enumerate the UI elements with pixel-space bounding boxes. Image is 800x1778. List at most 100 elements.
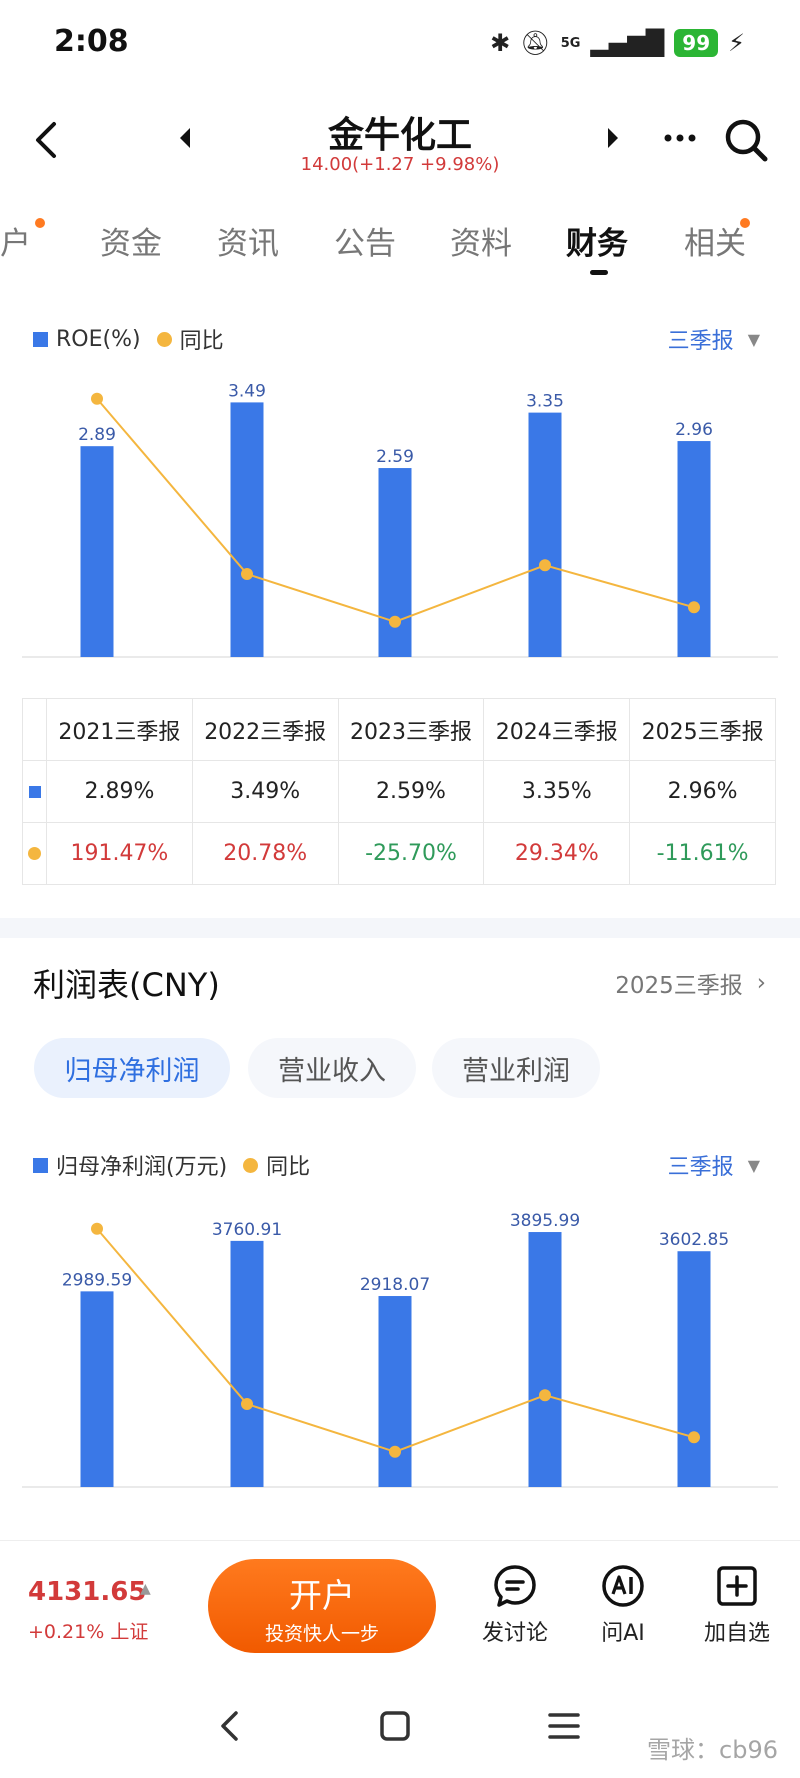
table-cell: -25.70% (337, 822, 485, 885)
index-value[interactable]: 4131.65 (28, 1577, 147, 1607)
pill-operating-profit[interactable]: 营业利润 (432, 1038, 600, 1098)
bar (677, 441, 711, 657)
bar (378, 468, 412, 657)
charging-icon: ⚡︎ (728, 29, 745, 57)
tab-announcements[interactable]: 公告 (334, 226, 396, 262)
chevron-right-icon: › (756, 970, 766, 996)
pill-net-profit[interactable]: 归母净利润 (34, 1038, 230, 1098)
chevron-down-icon: ▼ (747, 1155, 760, 1175)
tab-related[interactable]: 相关 (684, 218, 750, 263)
line-legend-swatch (243, 1157, 259, 1173)
discuss-button[interactable]: 发讨论 (470, 1563, 560, 1647)
table-header: 2021三季报 (46, 698, 193, 761)
bar-value-label: 3.49 (228, 381, 266, 401)
nav-home-icon[interactable] (377, 1708, 413, 1744)
bar (80, 446, 114, 657)
table-header: 2023三季报 (337, 698, 485, 761)
table-row: 191.47% 20.78% -25.70% 29.34% -11.61% (22, 822, 776, 885)
bar (80, 1291, 114, 1487)
index-change[interactable]: +0.21% 上证 (28, 1621, 149, 1643)
notification-dot (740, 218, 750, 228)
table-header: 2024三季报 (483, 698, 631, 761)
profit-legend: 归母净利润(万元) 同比 (33, 1150, 310, 1180)
bar (378, 1296, 412, 1487)
chat-bubble-icon (494, 1565, 536, 1607)
bottom-action-bar: 4131.65 ▲ +0.21% 上证 开户 投资快人一步 发讨论 问AI 加自… (0, 1540, 800, 1665)
search-icon[interactable] (722, 116, 770, 164)
open-account-button[interactable]: 开户 投资快人一步 (208, 1559, 436, 1653)
stock-name: 金牛化工 (327, 115, 472, 156)
profit-chart: 2989.59 3760.91 2918.07 3895.99 3602.85 (22, 1211, 778, 1488)
open-account-sublabel: 投资快人一步 (264, 1623, 379, 1645)
bar-value-label: 3895.99 (510, 1211, 580, 1231)
yoy-legend-label: 同比 (266, 1155, 311, 1180)
yoy-point (389, 1445, 401, 1458)
open-account-label: 开户 (289, 1576, 355, 1615)
tab-news[interactable]: 资讯 (217, 226, 279, 262)
more-icon[interactable] (660, 118, 700, 158)
tab-bar: 户 资金 资讯 公告 资料 财务 相关 (0, 210, 800, 275)
tab-funds[interactable]: 资金 (100, 226, 162, 262)
roe-chart: 2.89 3.49 2.59 3.35 2.96 (22, 381, 778, 658)
bar (528, 1232, 562, 1487)
system-nav-bar (0, 1670, 800, 1778)
ask-ai-button[interactable]: 问AI (578, 1563, 668, 1647)
table-cell: 29.34% (483, 822, 631, 885)
profit-period-label: 三季报 (667, 1155, 734, 1180)
yoy-point (539, 1389, 551, 1402)
yoy-point (688, 601, 700, 614)
bar-value-label: 2.89 (78, 425, 116, 445)
tab-profile[interactable]: 资料 (450, 226, 512, 262)
add-watchlist-button[interactable]: 加自选 (692, 1563, 782, 1647)
add-watchlist-label: 加自选 (703, 1621, 770, 1646)
yoy-point (688, 1431, 700, 1444)
tab-financials[interactable]: 财务 (566, 226, 628, 262)
discuss-label: 发讨论 (481, 1621, 548, 1646)
yoy-point (241, 1398, 253, 1411)
plus-square-icon (717, 1566, 757, 1606)
table-cell: 2.89% (46, 760, 193, 823)
table-cell: 2.96% (629, 760, 776, 823)
yoy-legend-label: 同比 (179, 329, 224, 354)
table-cell: 191.47% (46, 822, 193, 885)
status-bar: 2:08 ✱ 🔕︎ 5G ▂▄▆█ 99 ⚡︎ (0, 0, 800, 90)
mute-icon: 🔕︎ (520, 29, 551, 57)
watermark: 雪球：cb96 (647, 1736, 778, 1764)
nav-back-icon[interactable] (212, 1708, 248, 1744)
nav-menu-icon[interactable] (546, 1708, 582, 1744)
table-cell: -11.61% (629, 822, 776, 885)
battery-badge: 99 (674, 29, 719, 57)
chevron-down-icon: ▼ (747, 329, 760, 349)
tab-account[interactable]: 户 (0, 218, 45, 263)
income-statement-title: 利润表(CNY) (33, 966, 220, 1004)
table-cell: 20.78% (191, 822, 339, 885)
bluetooth-icon: ✱ (490, 29, 511, 57)
roe-period-select[interactable]: 三季报 ▼ (668, 324, 760, 354)
roe-legend-label: ROE(%) (56, 326, 141, 352)
bar-value-label: 2989.59 (62, 1270, 132, 1290)
signal-icon: ▂▄▆█ (590, 29, 665, 57)
stock-header: 金牛化工 14.00(+1.27 +9.98%) (0, 96, 800, 186)
bar-legend-swatch (33, 1157, 48, 1173)
roe-period-label: 三季报 (667, 329, 734, 354)
section-divider (0, 918, 800, 938)
next-stock-icon[interactable] (604, 126, 622, 150)
pill-revenue[interactable]: 营业收入 (248, 1038, 416, 1098)
table-cell: 3.49% (191, 760, 339, 823)
bar-value-label: 2.59 (376, 447, 414, 467)
yoy-point (91, 1222, 103, 1235)
profit-period-select[interactable]: 三季报 ▼ (668, 1150, 760, 1180)
status-time: 2:08 (54, 24, 129, 59)
prev-stock-icon[interactable] (176, 126, 194, 150)
bar-value-label: 3602.85 (659, 1230, 729, 1250)
table-cell: 2.59% (337, 760, 485, 823)
bar-value-label: 3760.91 (212, 1220, 282, 1240)
back-icon[interactable] (28, 118, 64, 162)
status-icons: ✱ 🔕︎ 5G ▂▄▆█ 99 ⚡︎ (490, 26, 745, 60)
network-label: 5G (560, 35, 581, 51)
table-header-row: 2021三季报 2022三季报 2023三季报 2024三季报 2025三季报 (22, 698, 776, 761)
income-statement-link[interactable]: 2025三季报 › (615, 966, 766, 1000)
table-row: 2.89% 3.49% 2.59% 3.35% 2.96% (22, 760, 776, 823)
bar-value-label: 3.35 (526, 392, 564, 412)
bar-value-label: 2.96 (675, 420, 713, 440)
